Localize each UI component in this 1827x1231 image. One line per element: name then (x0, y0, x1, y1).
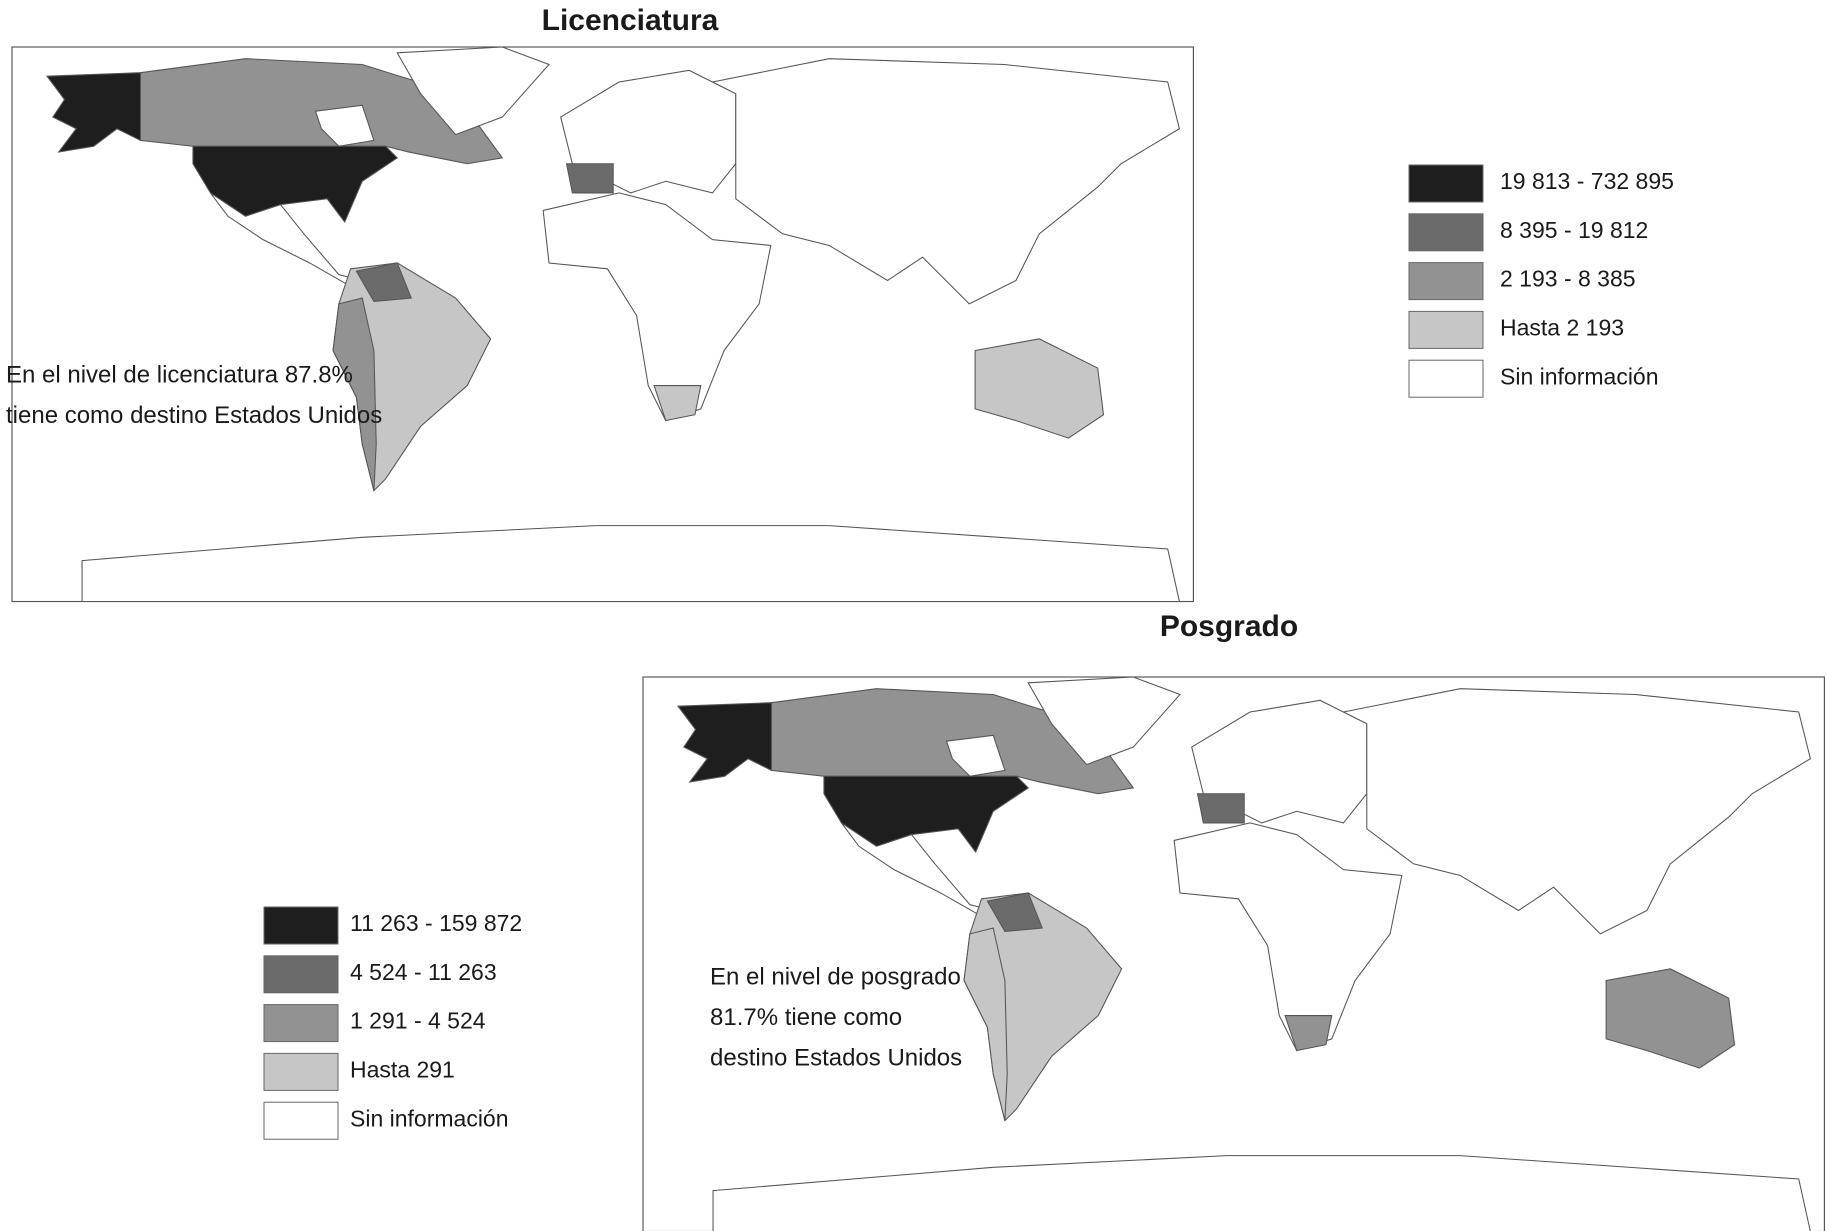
legend-label: 19 813 - 732 895 (1500, 168, 1674, 194)
country-usa (192, 145, 399, 224)
country-antarctica (81, 525, 1181, 603)
legend-swatch (263, 1101, 339, 1140)
annotation: 81.7% tiene como (710, 1004, 902, 1031)
legend-label: 1 291 - 4 524 (350, 1008, 486, 1034)
country-australia (1605, 968, 1736, 1069)
country-usa (823, 775, 1030, 854)
annotation: destino Estados Unidos (710, 1044, 962, 1071)
country-africa (542, 192, 772, 422)
country-safrica (653, 385, 702, 422)
world-map (11, 46, 1194, 603)
legend-swatch (1408, 262, 1484, 301)
legend-label: 11 263 - 159 872 (350, 910, 522, 936)
country-alaska (45, 72, 141, 153)
country-andes (963, 927, 1008, 1121)
annotation: tiene como destino Estados Unidos (6, 402, 382, 429)
legend-swatch (263, 906, 339, 945)
country-africa (1173, 822, 1403, 1052)
legend-swatch (1408, 164, 1484, 203)
country-asia (710, 58, 1181, 305)
legend-swatch (1408, 310, 1484, 349)
country-andes (332, 297, 377, 491)
country-hudson (945, 734, 1006, 777)
map-title: Posgrado (1160, 610, 1298, 643)
world-map (642, 676, 1825, 1231)
country-safrica (1284, 1015, 1333, 1052)
legend-swatch (263, 1052, 339, 1091)
country-spain (565, 163, 614, 194)
legend-label: 4 524 - 11 263 (350, 959, 497, 985)
legend-swatch (263, 1004, 339, 1043)
country-antarctica (712, 1155, 1811, 1231)
legend-swatch (1408, 213, 1484, 252)
annotation: En el nivel de posgrado (710, 963, 961, 990)
country-australia (974, 338, 1105, 439)
legend-label: Sin información (1500, 363, 1659, 389)
legend-label: Sin información (350, 1105, 509, 1131)
country-hudson (314, 104, 375, 147)
legend-label: 8 395 - 19 812 (1500, 217, 1648, 243)
legend-swatch (263, 955, 339, 994)
legend-label: Hasta 291 (350, 1056, 455, 1082)
country-alaska (676, 702, 772, 783)
country-venezuela (986, 892, 1043, 933)
country-greenland (396, 46, 550, 136)
legend-label: Hasta 2 193 (1500, 314, 1624, 340)
map-title: Licenciatura (542, 4, 719, 37)
country-asia (1341, 688, 1812, 935)
annotation: En el nivel de licenciatura 87.8% (6, 361, 353, 388)
legend-swatch (1408, 359, 1484, 398)
legend-label: 2 193 - 8 385 (1500, 266, 1636, 292)
country-venezuela (355, 262, 412, 303)
country-spain (1196, 793, 1245, 824)
country-greenland (1027, 676, 1181, 766)
